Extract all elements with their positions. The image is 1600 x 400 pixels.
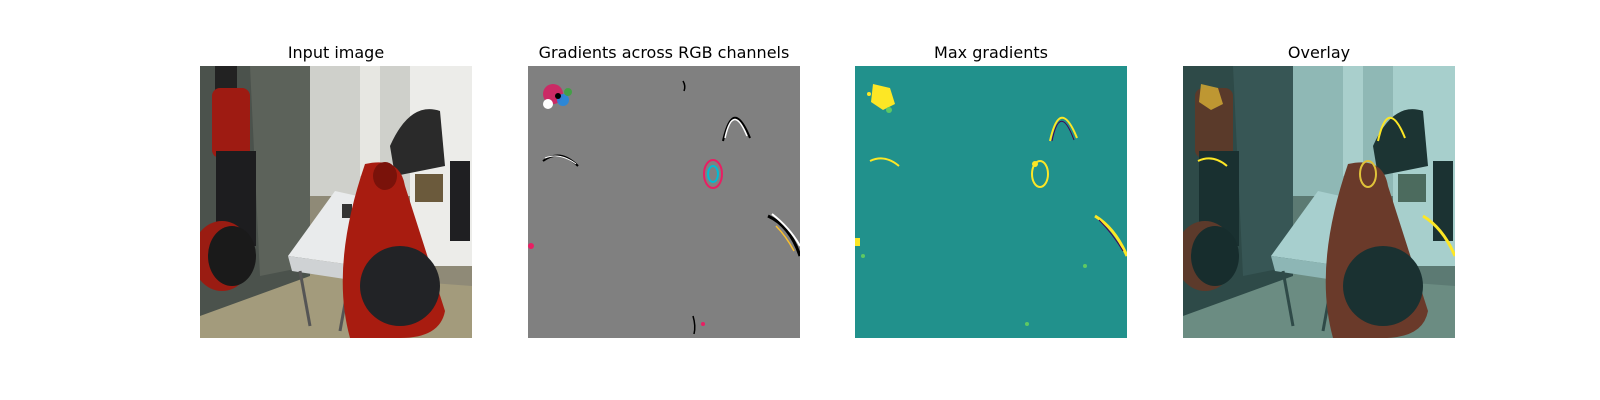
input-image: [200, 66, 472, 338]
panel-title-max-gradients: Max gradients: [934, 43, 1048, 62]
overlay-image: [1183, 66, 1455, 338]
panel-overlay: Overlay: [1183, 40, 1455, 338]
panel-title-gradients-rgb: Gradients across RGB channels: [538, 43, 790, 62]
panel-input-image: Input image: [200, 40, 472, 338]
gradients-rgb-image: [528, 66, 800, 338]
panel-gradients-rgb: Gradients across RGB channels: [528, 40, 800, 338]
panel-max-gradients: Max gradients: [855, 40, 1127, 338]
panel-title-input: Input image: [287, 43, 385, 62]
panel-title-overlay: Overlay: [1287, 43, 1351, 62]
max-gradients-image: [855, 66, 1127, 338]
